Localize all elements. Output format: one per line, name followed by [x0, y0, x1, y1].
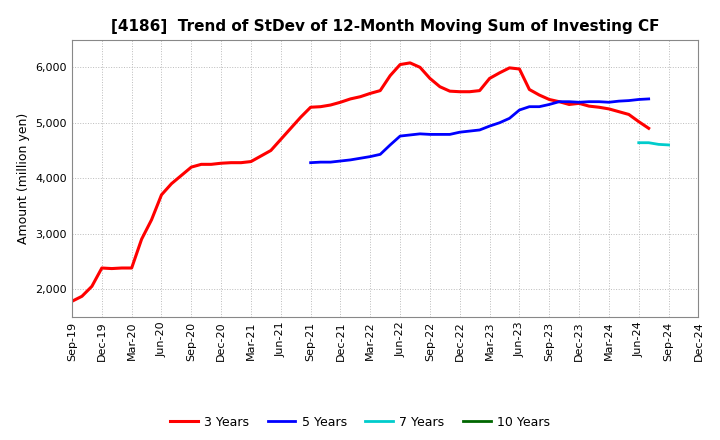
3 Years: [157, 192, 166, 198]
Y-axis label: Amount (million yen): Amount (million yen): [17, 113, 30, 244]
3 Years: [88, 284, 96, 289]
3 Years: [68, 299, 76, 304]
5 Years: [624, 98, 633, 103]
5 Years: [475, 127, 484, 132]
7 Years: [665, 142, 673, 147]
5 Years: [376, 152, 384, 157]
5 Years: [316, 159, 325, 165]
5 Years: [415, 131, 424, 136]
5 Years: [505, 116, 514, 121]
5 Years: [406, 132, 415, 138]
7 Years: [644, 140, 653, 145]
5 Years: [595, 99, 603, 104]
5 Years: [426, 132, 434, 137]
3 Years: [366, 91, 374, 96]
5 Years: [306, 160, 315, 165]
5 Years: [585, 99, 593, 104]
Title: [4186]  Trend of StDev of 12-Month Moving Sum of Investing CF: [4186] Trend of StDev of 12-Month Moving…: [111, 19, 660, 34]
5 Years: [564, 99, 573, 104]
5 Years: [495, 120, 504, 125]
5 Years: [605, 99, 613, 105]
5 Years: [545, 102, 554, 107]
Line: 5 Years: 5 Years: [310, 99, 649, 163]
5 Years: [346, 157, 355, 162]
5 Years: [575, 99, 583, 105]
3 Years: [217, 161, 225, 166]
5 Years: [396, 133, 405, 139]
5 Years: [525, 104, 534, 109]
5 Years: [634, 97, 643, 102]
3 Years: [495, 70, 504, 76]
3 Years: [406, 60, 415, 66]
5 Years: [644, 96, 653, 102]
5 Years: [535, 104, 544, 109]
5 Years: [615, 99, 624, 104]
5 Years: [515, 107, 523, 113]
5 Years: [386, 142, 395, 147]
5 Years: [356, 156, 364, 161]
Legend: 3 Years, 5 Years, 7 Years, 10 Years: 3 Years, 5 Years, 7 Years, 10 Years: [166, 411, 554, 434]
5 Years: [555, 99, 564, 104]
5 Years: [456, 129, 464, 135]
5 Years: [465, 128, 474, 134]
5 Years: [436, 132, 444, 137]
7 Years: [654, 142, 663, 147]
3 Years: [644, 126, 653, 131]
5 Years: [366, 154, 374, 159]
5 Years: [326, 159, 335, 165]
Line: 7 Years: 7 Years: [639, 143, 669, 145]
Line: 3 Years: 3 Years: [72, 63, 649, 301]
5 Years: [336, 158, 345, 164]
5 Years: [446, 132, 454, 137]
7 Years: [634, 140, 643, 145]
5 Years: [485, 124, 494, 129]
3 Years: [127, 265, 136, 271]
